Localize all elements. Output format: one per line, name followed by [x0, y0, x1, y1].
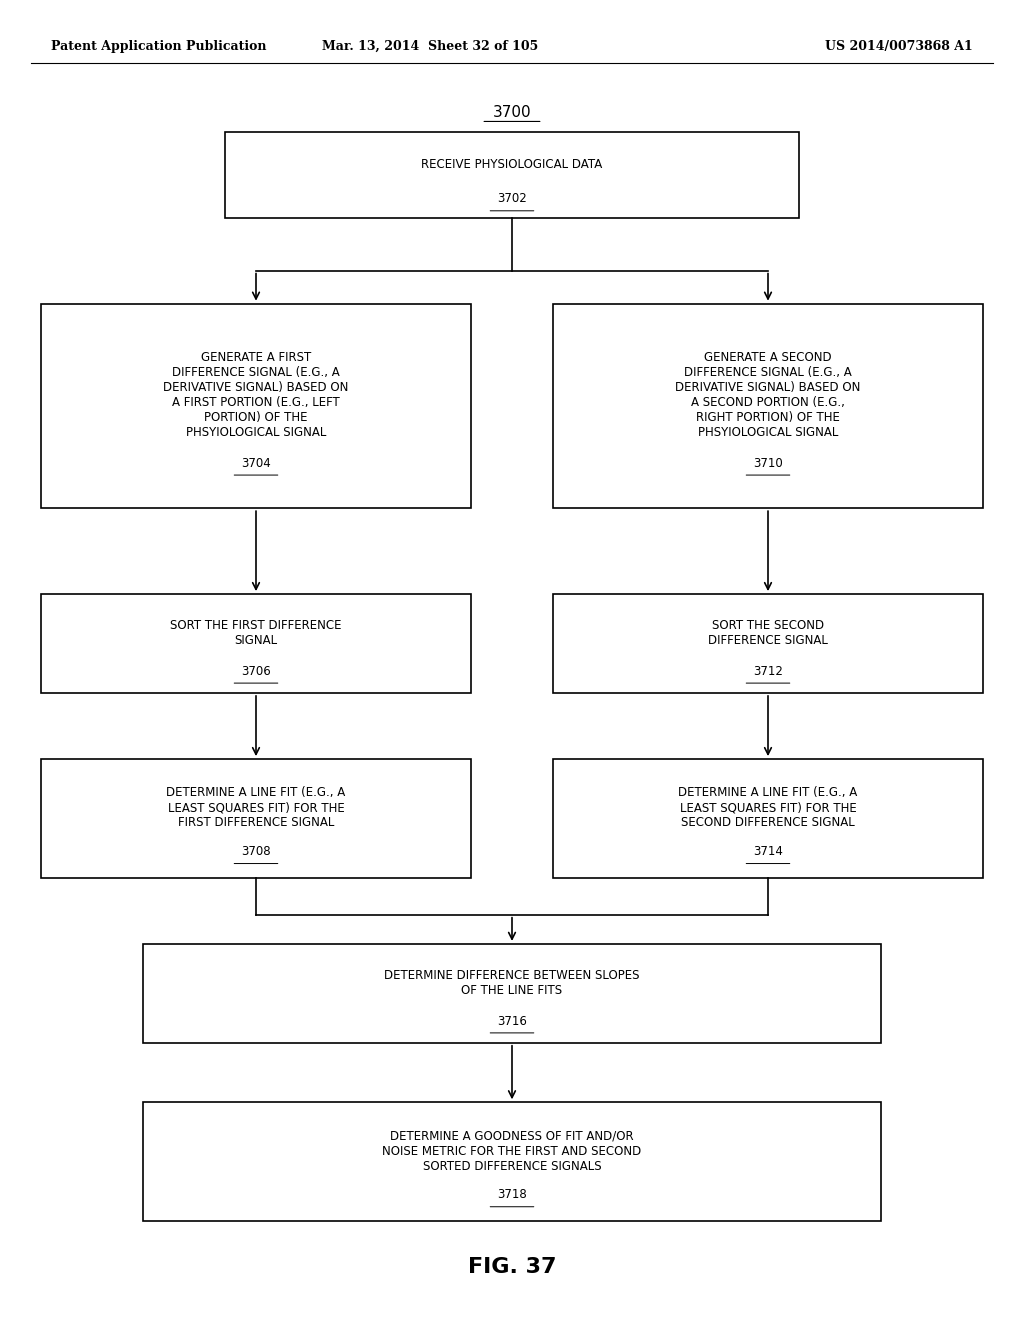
Text: DETERMINE A LINE FIT (E.G., A
LEAST SQUARES FIT) FOR THE
SECOND DIFFERENCE SIGNA: DETERMINE A LINE FIT (E.G., A LEAST SQUA…	[678, 787, 858, 829]
FancyBboxPatch shape	[41, 304, 471, 508]
Text: 3702: 3702	[497, 193, 527, 206]
FancyBboxPatch shape	[143, 1102, 881, 1221]
Text: 3714: 3714	[753, 845, 783, 858]
Text: 3718: 3718	[497, 1188, 527, 1201]
Text: DETERMINE DIFFERENCE BETWEEN SLOPES
OF THE LINE FITS: DETERMINE DIFFERENCE BETWEEN SLOPES OF T…	[384, 969, 640, 997]
Text: DETERMINE A LINE FIT (E.G., A
LEAST SQUARES FIT) FOR THE
FIRST DIFFERENCE SIGNAL: DETERMINE A LINE FIT (E.G., A LEAST SQUA…	[166, 787, 346, 829]
FancyBboxPatch shape	[225, 132, 799, 218]
Text: SORT THE FIRST DIFFERENCE
SIGNAL: SORT THE FIRST DIFFERENCE SIGNAL	[170, 619, 342, 647]
Text: GENERATE A FIRST
DIFFERENCE SIGNAL (E.G., A
DERIVATIVE SIGNAL) BASED ON
A FIRST : GENERATE A FIRST DIFFERENCE SIGNAL (E.G.…	[163, 351, 349, 440]
Text: Mar. 13, 2014  Sheet 32 of 105: Mar. 13, 2014 Sheet 32 of 105	[322, 40, 539, 53]
FancyBboxPatch shape	[41, 759, 471, 878]
Text: DETERMINE A GOODNESS OF FIT AND/OR
NOISE METRIC FOR THE FIRST AND SECOND
SORTED : DETERMINE A GOODNESS OF FIT AND/OR NOISE…	[382, 1130, 642, 1172]
Text: FIG. 37: FIG. 37	[468, 1257, 556, 1278]
FancyBboxPatch shape	[143, 944, 881, 1043]
Text: Patent Application Publication: Patent Application Publication	[51, 40, 266, 53]
Text: 3716: 3716	[497, 1015, 527, 1027]
Text: SORT THE SECOND
DIFFERENCE SIGNAL: SORT THE SECOND DIFFERENCE SIGNAL	[708, 619, 828, 647]
Text: 3704: 3704	[241, 457, 271, 470]
Text: RECEIVE PHYSIOLOGICAL DATA: RECEIVE PHYSIOLOGICAL DATA	[421, 158, 603, 170]
FancyBboxPatch shape	[553, 304, 983, 508]
Text: 3708: 3708	[242, 845, 270, 858]
Text: GENERATE A SECOND
DIFFERENCE SIGNAL (E.G., A
DERIVATIVE SIGNAL) BASED ON
A SECON: GENERATE A SECOND DIFFERENCE SIGNAL (E.G…	[675, 351, 861, 440]
FancyBboxPatch shape	[41, 594, 471, 693]
Text: 3700: 3700	[493, 104, 531, 120]
Text: 3706: 3706	[241, 665, 271, 677]
Text: 3710: 3710	[753, 457, 783, 470]
FancyBboxPatch shape	[553, 759, 983, 878]
Text: 3712: 3712	[753, 665, 783, 677]
Text: US 2014/0073868 A1: US 2014/0073868 A1	[825, 40, 973, 53]
FancyBboxPatch shape	[553, 594, 983, 693]
